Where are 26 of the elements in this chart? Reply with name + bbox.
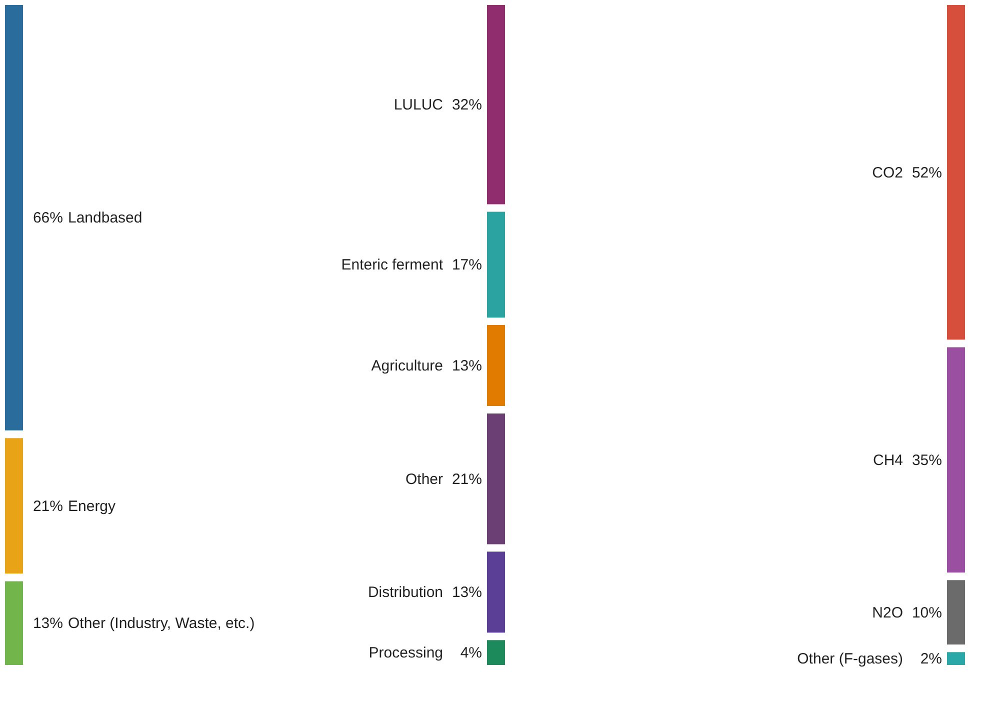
data-label: 2% — [920, 650, 942, 668]
category-label: Agriculture — [371, 358, 443, 375]
data-label: 52% — [912, 164, 942, 182]
data-label: 13% — [32, 615, 63, 632]
data-label: 21% — [32, 498, 63, 515]
category-label: LULUC — [394, 96, 444, 114]
category-label: N2O — [872, 604, 903, 622]
data-label: 13% — [452, 584, 482, 602]
category-label: Other — [405, 470, 444, 488]
data-label: 21% — [452, 470, 482, 488]
category-label: Processing — [368, 644, 443, 662]
data-label: 4% — [460, 644, 482, 662]
category-label: CH4 — [872, 452, 903, 469]
category-label: Landbased — [68, 210, 142, 227]
category-label: Distribution — [368, 584, 443, 602]
data-label: 66% — [32, 210, 63, 227]
data-label: 17% — [452, 256, 482, 274]
data-label: 35% — [912, 452, 942, 469]
data-label: 10% — [912, 604, 942, 622]
data-label: 32% — [452, 96, 482, 114]
category-label: CO2 — [872, 164, 903, 182]
category-label: Energy — [68, 498, 116, 515]
category-label: Enteric ferment — [341, 256, 444, 274]
category-label: Other (F-gases) — [797, 650, 903, 668]
category-label: Other (Industry, Waste, etc.) — [68, 615, 255, 632]
data-label: 13% — [452, 358, 482, 375]
